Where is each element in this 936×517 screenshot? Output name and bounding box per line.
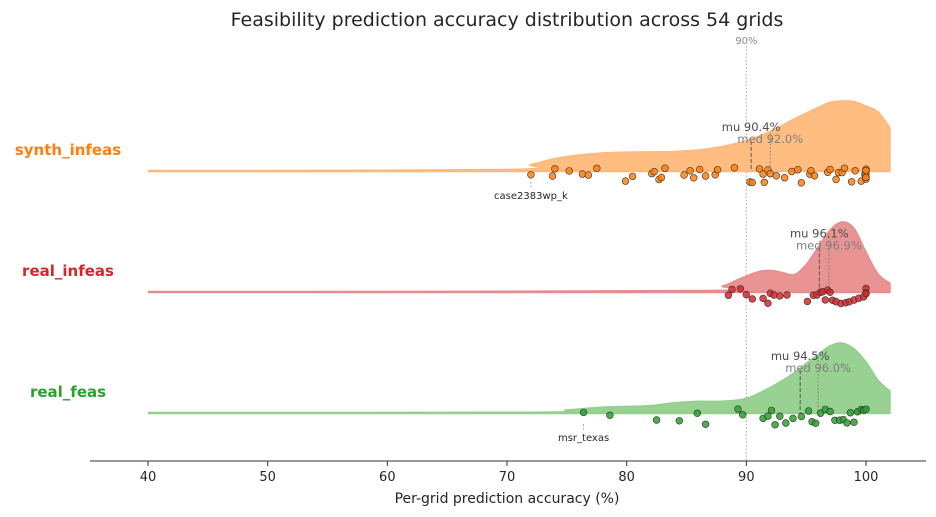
real_feas-point — [738, 411, 747, 419]
x-tick-label: 70 — [499, 470, 516, 485]
real_infeas-point — [759, 294, 767, 303]
real_infeas-point — [783, 291, 791, 299]
chart-title: Feasibility prediction accuracy distribu… — [231, 9, 784, 31]
real_feas-point — [789, 414, 797, 423]
x-tick-label: 50 — [259, 470, 276, 485]
real_infeas-point — [736, 285, 745, 293]
synth_infeas-point — [862, 166, 870, 175]
synth_infeas-point — [862, 173, 870, 182]
real_feas-point — [816, 409, 825, 417]
real_infeas-median-label: med 96.9% — [796, 239, 862, 253]
synth_infeas-point — [730, 164, 739, 172]
real_feas-point — [782, 419, 790, 427]
x-tick-label: 60 — [379, 470, 396, 485]
synth_infeas-point — [527, 171, 535, 179]
real_feas-density — [147, 342, 891, 414]
x-axis-label: Per-grid prediction accuracy (%) — [395, 491, 620, 507]
real_feas-point — [734, 405, 742, 413]
synth_infeas-point — [584, 171, 593, 179]
synth_infeas-point — [686, 167, 694, 175]
synth_infeas-point — [657, 173, 666, 182]
synth_infeas-point — [548, 172, 557, 180]
real_infeas-density — [147, 221, 891, 293]
synth_infeas-point — [797, 179, 806, 187]
synth_infeas-point — [760, 178, 768, 187]
real_feas-point — [764, 412, 772, 420]
real_infeas-mean-label: mu 96.1% — [790, 227, 849, 241]
real_feas-mean-label: mu 94.5% — [771, 349, 830, 363]
real_feas-point — [850, 418, 858, 426]
synth_infeas-point — [621, 177, 630, 185]
reference-line-label: 90% — [735, 36, 757, 47]
synth_infeas-outlier-label: case2383wp_k — [494, 191, 568, 202]
real_feas-point — [843, 419, 851, 427]
synth_infeas-point — [578, 170, 587, 178]
real_infeas-point — [724, 291, 733, 299]
synth_infeas-mean-label: mu 90.4% — [722, 120, 781, 134]
real_infeas-point — [748, 295, 756, 303]
real_infeas-point — [764, 299, 772, 307]
synth_infeas-median-label: med 92.0% — [737, 132, 803, 146]
real_feas-outlier-label: msr_texas — [558, 433, 609, 444]
real_infeas-point — [862, 290, 870, 298]
real_infeas-point — [803, 297, 812, 306]
real_infeas-label: real_infeas — [22, 262, 114, 280]
synth_infeas-point — [826, 165, 834, 174]
real_feas-point — [771, 421, 779, 429]
real_infeas-point — [742, 290, 750, 299]
real_feas-point — [693, 409, 701, 417]
real_feas-label: real_feas — [30, 383, 106, 401]
synth_infeas-point — [755, 165, 764, 173]
real_feas-point — [797, 412, 806, 421]
synth_infeas-point — [713, 166, 722, 174]
synth_infeas-point — [794, 166, 802, 174]
synth_infeas-point — [551, 165, 559, 173]
synth_infeas-density — [147, 100, 891, 172]
synth_infeas-point — [759, 170, 767, 178]
synth_infeas-label: synth_infeas — [15, 141, 121, 159]
real_infeas-point — [728, 285, 736, 294]
real_feas-point — [579, 408, 588, 417]
real_feas-point — [701, 420, 710, 428]
synth_infeas-point — [807, 167, 815, 175]
synth_infeas-point — [832, 175, 840, 184]
x-tick-label: 40 — [140, 470, 157, 485]
real_infeas-point — [826, 288, 834, 296]
real_feas-point — [846, 409, 855, 417]
real_feas-point — [804, 407, 813, 415]
synth_infeas-point — [689, 174, 698, 182]
synth_infeas-point — [650, 167, 658, 176]
real_infeas-point — [776, 292, 784, 300]
synth_infeas-point — [840, 164, 849, 173]
synth_infeas-point — [701, 172, 710, 180]
real_feas-point — [652, 416, 661, 424]
real_feas-point — [826, 407, 834, 416]
synth_infeas-point — [851, 167, 859, 175]
real_feas-point — [776, 412, 784, 420]
synth_infeas-point — [772, 172, 780, 180]
real_feas-point — [811, 419, 820, 427]
synth_infeas-point — [661, 164, 669, 172]
real_feas-point — [606, 411, 614, 419]
synth_infeas-point — [695, 165, 704, 174]
real_feas-point — [862, 405, 870, 413]
real_infeas-point — [821, 296, 829, 304]
synth_infeas-point — [680, 171, 688, 179]
synth_infeas-point — [565, 167, 573, 175]
synth_infeas-point — [810, 172, 819, 180]
synth_infeas-point — [748, 178, 756, 187]
x-tick-label: 80 — [618, 470, 635, 485]
real_feas-median-label: med 96.0% — [785, 361, 851, 375]
x-tick-label: 100 — [854, 470, 879, 485]
x-tick-label: 90 — [738, 470, 755, 485]
synth_infeas-point — [593, 164, 601, 173]
synth_infeas-point — [628, 172, 637, 181]
synth_infeas-point — [847, 178, 856, 186]
real_feas-point — [675, 417, 683, 425]
real_feas-point — [767, 406, 776, 415]
synth_infeas-point — [780, 174, 789, 182]
